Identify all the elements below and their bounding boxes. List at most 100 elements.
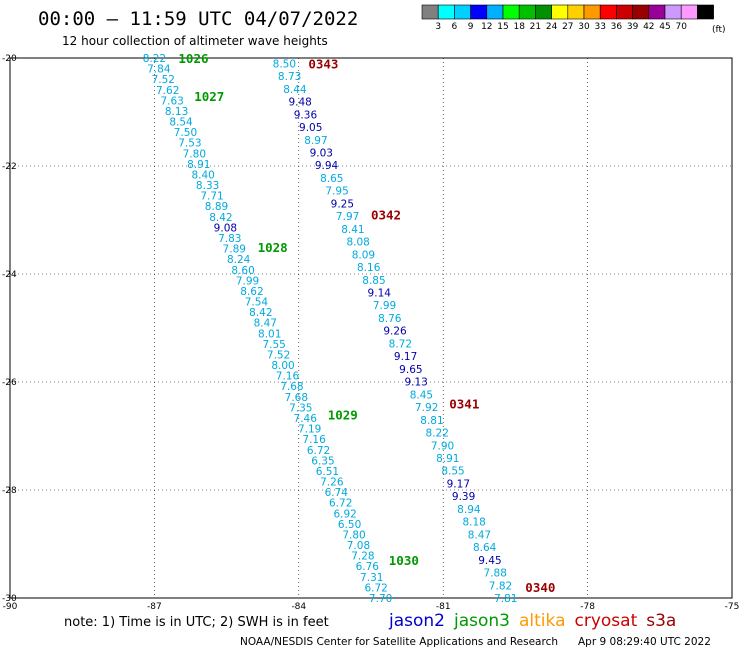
colorbar-label: 33 (594, 22, 605, 32)
x-tick-label: -75 (725, 602, 740, 612)
wave-height-value: 8.33 (196, 180, 219, 192)
wave-height-value: 9.03 (310, 148, 333, 160)
satellite-tracks: 8.227.847.527.627.638.138.547.507.537.80… (143, 51, 556, 605)
wave-height-value: 7.31 (360, 572, 383, 584)
colorbar-label: 12 (481, 22, 492, 32)
wave-height-value: 6.74 (325, 487, 349, 499)
wave-height-value: 7.68 (285, 392, 308, 404)
wave-height-value: 8.54 (169, 117, 193, 129)
colorbar-label: 15 (497, 22, 508, 32)
colorbar: 3 6 9 12 15 18 21 24 27 30 33 36 39 42 45 70 (421, 4, 714, 32)
wave-height-value: 7.82 (489, 580, 512, 592)
colorbar-label: 18 (513, 22, 525, 32)
wave-height-value: 7.70 (369, 593, 392, 605)
wave-height-value: 7.54 (245, 297, 269, 309)
wave-height-value: 8.45 (410, 389, 433, 401)
footer-credit: NOAA/NESDIS Center for Satellite Applica… (240, 636, 558, 648)
wave-height-value: 7.99 (236, 275, 259, 287)
wave-height-value: 9.36 (294, 109, 318, 121)
colorbar-swatch (664, 4, 682, 20)
colorbar-label: 45 (659, 22, 670, 32)
wave-height-value: 7.83 (218, 233, 241, 245)
wave-height-value: 7.16 (302, 434, 326, 446)
wave-height-value: 8.13 (165, 106, 188, 118)
wave-height-value: 7.52 (267, 349, 290, 361)
plot-frame (9, 57, 733, 599)
pass-time-label: 1029 (328, 407, 358, 422)
wave-height-value: 7.92 (415, 402, 438, 414)
wave-height-value: 7.16 (276, 371, 300, 383)
legend-altika: altika (519, 611, 566, 631)
colorbar-swatch (567, 4, 585, 20)
colorbar-swatch (486, 4, 504, 20)
wave-height-value: 8.42 (209, 212, 232, 224)
y-tick-label: -26 (2, 378, 17, 388)
footer-note: note: 1) Time is in UTC; 2) SWH is in fe… (64, 615, 329, 630)
pass-time-label: 0341 (449, 397, 479, 412)
wave-height-value: 8.24 (227, 254, 251, 266)
wave-height-value: 9.26 (383, 326, 407, 338)
wave-height-value: 9.17 (447, 478, 470, 490)
grid-lines (10, 58, 732, 598)
satellite-legend: jason2 jason3 altika cryosat s3a (388, 611, 676, 631)
wave-height-value: 9.39 (452, 491, 475, 503)
x-tick-label: -78 (580, 602, 595, 612)
pass-time-label: 1030 (389, 553, 419, 568)
colorbar-swatch (470, 4, 488, 20)
wave-height-value: 7.62 (156, 85, 179, 97)
x-tick-label: -90 (3, 602, 18, 612)
wave-height-value: 7.88 (484, 568, 507, 580)
legend-cryosat: cryosat (575, 611, 638, 631)
wave-height-value: 8.09 (352, 249, 375, 261)
wave-height-value: 8.00 (271, 360, 294, 372)
wave-height-value: 7.63 (160, 95, 183, 107)
pass-time-label: 0343 (308, 56, 338, 71)
wave-height-value: 8.44 (283, 84, 307, 96)
wave-height-value: 7.95 (325, 186, 348, 198)
wave-height-value: 8.76 (378, 313, 402, 325)
wave-height-value: 8.91 (436, 453, 459, 465)
wave-height-value: 8.40 (191, 169, 214, 181)
footer-timestamp: Apr 9 08:29:40 UTC 2022 (578, 636, 711, 648)
wave-height-value: 9.94 (315, 160, 339, 172)
colorbar-swatch (648, 4, 666, 20)
wave-height-value: 7.68 (280, 381, 303, 393)
pass-time-label: 0340 (525, 580, 555, 595)
colorbar-swatch (535, 4, 552, 20)
colorbar-label: 9 (468, 22, 474, 32)
colorbar-label: 36 (611, 22, 623, 32)
axis-tick-labels: -90 -87 -84 -81 -78 -75 -20 -22 -24 -26 -28 -30 (2, 54, 739, 612)
wave-height-value: 6.92 (333, 508, 356, 520)
wave-height-value: 6.76 (356, 561, 380, 573)
colorbar-swatch (680, 4, 698, 20)
wave-height-value: 9.05 (299, 122, 322, 134)
wave-height-value: 8.42 (249, 307, 272, 319)
wave-height-value: 6.72 (307, 445, 330, 457)
colorbar-swatch (616, 4, 633, 20)
colorbar-swatch (632, 4, 650, 20)
colorbar-unit: (ft) (712, 25, 726, 35)
colorbar-swatch (697, 4, 714, 20)
colorbar-label: 39 (627, 22, 639, 32)
wave-height-value: 8.41 (341, 224, 364, 236)
wave-height-value: 6.51 (316, 466, 339, 478)
wave-height-value: 7.35 (289, 402, 312, 414)
wave-height-value: 8.89 (205, 201, 228, 213)
wave-height-value: 8.55 (441, 466, 464, 478)
wave-height-value: 9.45 (478, 555, 501, 567)
wave-height-value: 7.99 (373, 300, 396, 312)
wave-height-value: 8.50 (273, 58, 296, 70)
colorbar-label: 42 (643, 22, 654, 32)
chart-title: 00:00 – 11:59 UTC 04/07/2022 (38, 8, 358, 30)
y-tick-label: -30 (2, 594, 17, 604)
wave-height-value: 6.35 (311, 455, 334, 467)
wave-height-value: 6.72 (329, 498, 352, 510)
wave-height-value: 9.48 (288, 97, 311, 109)
wave-height-value: 8.22 (426, 428, 449, 440)
wave-height-value: 7.28 (351, 551, 374, 563)
legend-jason3: jason3 (453, 611, 510, 631)
wave-height-value: 7.80 (342, 529, 365, 541)
wave-height-value: 8.47 (468, 529, 491, 541)
x-tick-label: -84 (291, 602, 306, 612)
wave-height-value: 9.14 (368, 288, 392, 300)
